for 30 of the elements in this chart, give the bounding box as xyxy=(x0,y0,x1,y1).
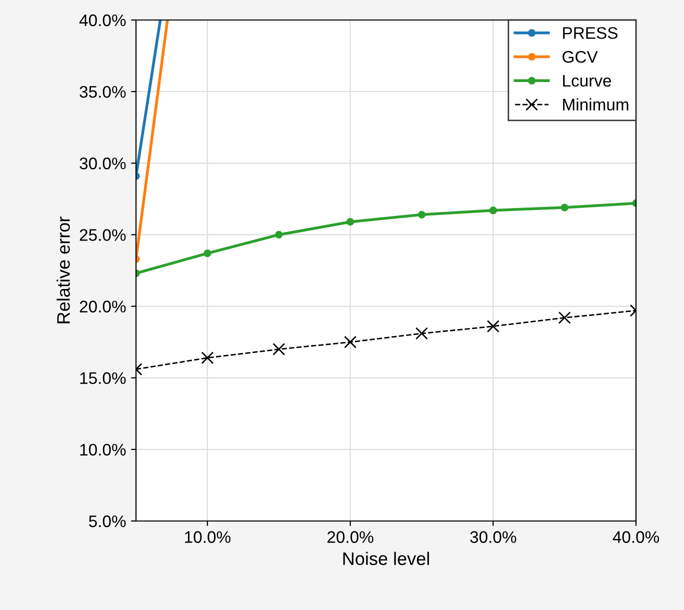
point xyxy=(489,206,497,214)
legend-label: PRESS xyxy=(563,27,618,39)
legend-label: GCV xyxy=(562,50,598,63)
x-tick-label: 40.0% xyxy=(612,531,660,543)
y-tick-label: 10.0% xyxy=(80,444,126,456)
x-tick-label: 20.0% xyxy=(327,531,374,543)
point xyxy=(275,230,283,239)
point xyxy=(346,218,354,226)
y-tick-label: 15.0% xyxy=(80,372,126,384)
point xyxy=(204,250,212,258)
point xyxy=(272,342,286,356)
point xyxy=(201,352,214,364)
point xyxy=(558,311,571,324)
y-tick-label: 35.0% xyxy=(80,86,126,98)
point xyxy=(344,336,357,348)
y-tick-label: 20.0% xyxy=(80,300,126,312)
y-tick-label: 25.0% xyxy=(80,229,126,241)
y-tick-label: 30.0% xyxy=(80,158,126,170)
x-axis-title: Noise level xyxy=(343,552,429,566)
x-tick-label: 10.0% xyxy=(185,531,230,543)
y-tick-label: 5.0% xyxy=(88,515,126,528)
point xyxy=(486,320,500,333)
y-axis-title: Relative error xyxy=(56,216,70,324)
legend-label: Lcurve xyxy=(563,75,612,87)
x-tick-label: 30.0% xyxy=(470,531,516,543)
point xyxy=(418,210,426,218)
point xyxy=(560,204,568,212)
point xyxy=(415,327,428,340)
y-tick-label: 40.0% xyxy=(79,14,126,26)
legend-label: Minimum xyxy=(563,98,628,111)
